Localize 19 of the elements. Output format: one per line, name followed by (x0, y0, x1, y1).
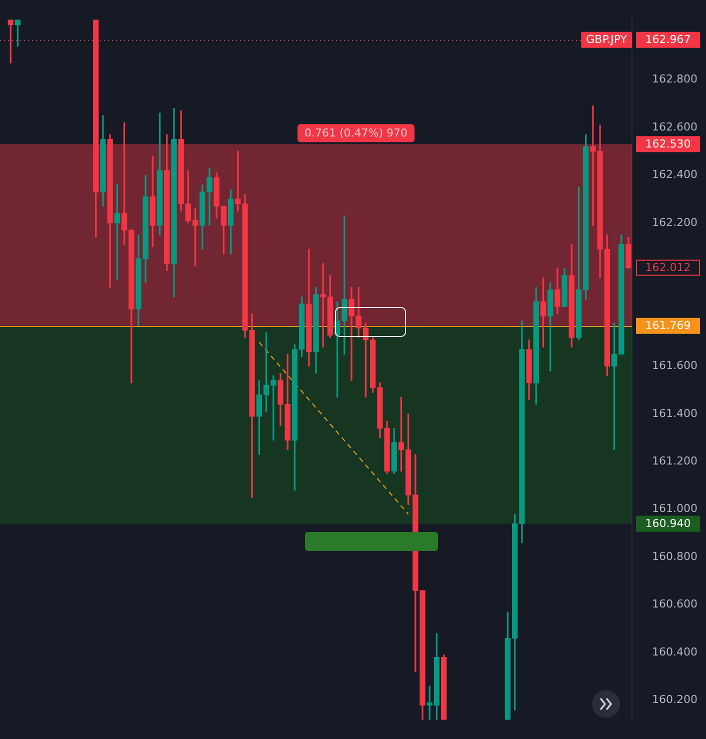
y-tick-label: 162.200 (652, 216, 698, 229)
text: 162.012 (645, 261, 691, 274)
y-tick-label: 160.800 (652, 550, 698, 563)
ref-line-label: GBP.JPY (586, 33, 628, 46)
text: 160.940 (645, 517, 691, 530)
y-tick-label: 160.600 (652, 598, 698, 611)
y-tick-label: 161.600 (652, 359, 698, 372)
text: 161.769 (645, 319, 691, 332)
text: 162.967 (645, 33, 691, 46)
y-tick-label: 161.400 (652, 406, 698, 420)
y-tick-label: 162.800 (652, 72, 698, 86)
y-tick-label: 160.400 (652, 645, 698, 658)
y-tick-label: 161.200 (652, 454, 698, 468)
y-tick-label: 161.000 (652, 502, 698, 516)
y-tick-label: 160.200 (652, 693, 698, 706)
text: 162.530 (645, 138, 691, 151)
y-tick-label: 162.600 (652, 120, 698, 134)
band-label: 0.761 (0.47%) 970 (304, 126, 408, 140)
y-tick-label: 162.400 (652, 168, 698, 182)
